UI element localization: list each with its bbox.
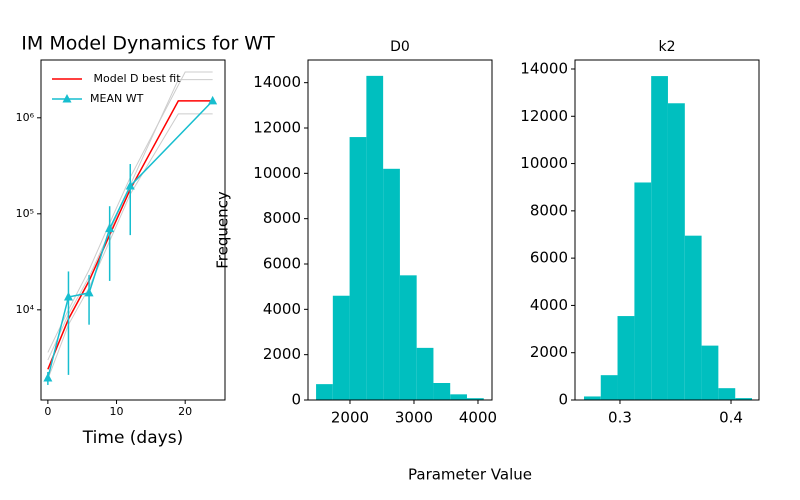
x-tick-label: 0.4 bbox=[719, 409, 743, 427]
y-tick-label: 6000 bbox=[263, 255, 301, 273]
y-tick-label: 12000 bbox=[520, 107, 568, 125]
y-axis-label: Frequency bbox=[214, 191, 232, 269]
y-tick-label: 10⁴ bbox=[16, 303, 35, 316]
y-tick-label: 10000 bbox=[253, 164, 301, 182]
axes-frame bbox=[574, 59, 760, 401]
y-tick-label: 10000 bbox=[520, 154, 568, 172]
bar bbox=[466, 398, 484, 400]
y-tick-label: 14000 bbox=[520, 59, 568, 77]
series-line bbox=[47, 113, 213, 380]
bar bbox=[433, 383, 451, 400]
x-axis-label: Time (days) bbox=[82, 428, 183, 448]
axes-frame bbox=[307, 59, 493, 401]
marker bbox=[63, 291, 73, 301]
marker bbox=[84, 287, 94, 297]
x-tick-label: 20 bbox=[178, 405, 192, 418]
legend-label: MEAN WT bbox=[90, 92, 144, 105]
bar bbox=[416, 347, 434, 400]
x-tick-label: 10 bbox=[110, 405, 124, 418]
y-tick-label: 4000 bbox=[263, 300, 301, 318]
y-tick-label: 2000 bbox=[530, 343, 568, 361]
y-tick-label: 0 bbox=[291, 391, 301, 409]
bar bbox=[332, 295, 350, 400]
figure-x-label: Parameter Value bbox=[408, 466, 532, 484]
x-tick-label: 0.3 bbox=[608, 409, 632, 427]
bar bbox=[316, 384, 333, 400]
x-tick-label: 2000 bbox=[331, 409, 369, 427]
bar bbox=[617, 316, 635, 400]
x-tick-label: 4000 bbox=[459, 409, 497, 427]
bar bbox=[349, 137, 367, 401]
y-tick-label: 6000 bbox=[530, 249, 568, 267]
chart-title: k2 bbox=[658, 39, 675, 55]
marker bbox=[208, 95, 218, 105]
y-tick-label: 10⁵ bbox=[16, 207, 34, 220]
bar bbox=[383, 168, 400, 400]
y-tick-label: 2000 bbox=[263, 345, 301, 363]
y-tick-label: 8000 bbox=[530, 201, 568, 219]
bar bbox=[718, 388, 736, 400]
y-tick-label: 0 bbox=[558, 391, 568, 409]
bar bbox=[450, 394, 467, 400]
plot-area bbox=[43, 71, 218, 385]
series-line bbox=[47, 100, 214, 379]
axes-frame bbox=[40, 59, 226, 401]
legend-marker bbox=[62, 94, 72, 103]
bar bbox=[701, 345, 719, 400]
bar bbox=[399, 275, 417, 400]
y-tick-label: 14000 bbox=[253, 73, 301, 91]
bar bbox=[366, 75, 384, 400]
marker bbox=[125, 180, 135, 190]
bar bbox=[735, 398, 753, 400]
x-tick-label: 0 bbox=[44, 405, 51, 418]
bar bbox=[667, 103, 685, 400]
chart-title: D0 bbox=[390, 39, 410, 55]
marker bbox=[105, 223, 115, 233]
marker bbox=[43, 372, 53, 382]
chart-title: IM Model Dynamics for WT bbox=[21, 33, 275, 55]
y-tick-label: 12000 bbox=[253, 119, 301, 137]
bar bbox=[583, 396, 601, 400]
y-tick-label: 8000 bbox=[263, 209, 301, 227]
bar bbox=[684, 235, 702, 400]
bar bbox=[600, 375, 618, 400]
bar bbox=[634, 182, 652, 400]
legend-label: Model D best fit bbox=[90, 72, 181, 85]
x-tick-label: 3000 bbox=[395, 409, 433, 427]
bar bbox=[651, 76, 668, 401]
y-tick-label: 4000 bbox=[530, 296, 568, 314]
y-tick-label: 10⁶ bbox=[16, 111, 35, 124]
